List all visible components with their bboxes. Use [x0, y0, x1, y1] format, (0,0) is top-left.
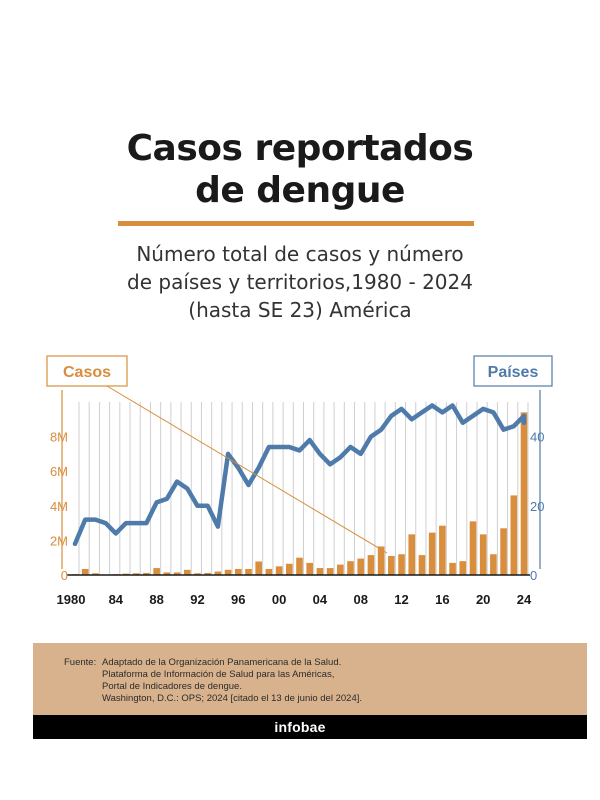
subtitle-line-3: (hasta SE 23) América	[188, 298, 412, 322]
x-tick-label: 20	[476, 592, 490, 607]
chart-title: Casos reportados de dengue	[0, 128, 600, 212]
bar-casos	[520, 412, 528, 575]
subtitle-line-2: de países y territorios,1980 - 2024	[127, 270, 473, 294]
bar-casos	[153, 568, 160, 575]
bar-casos	[92, 573, 99, 575]
title-line-1: Casos reportados	[126, 128, 474, 169]
y-left-tick-label: 0	[61, 568, 68, 583]
bar-casos	[275, 566, 283, 575]
x-tick-label: 12	[394, 592, 408, 607]
bar-casos	[428, 532, 436, 575]
bar-casos	[183, 569, 191, 575]
x-tick-label: 00	[272, 592, 286, 607]
bar-casos	[490, 554, 497, 575]
bar-casos	[377, 546, 385, 575]
bar-casos	[449, 562, 456, 575]
bar-casos	[204, 572, 211, 575]
x-tick-label: 84	[109, 592, 124, 607]
bar-casos	[296, 557, 303, 575]
bar-casos	[439, 525, 446, 575]
x-tick-label: 08	[353, 592, 367, 607]
bar-casos	[326, 568, 334, 575]
source-line-4: Washington, D.C.: OPS; 2024 [citado el 1…	[102, 693, 363, 704]
dengue-chart: 0 2M 4M 6M 8M 0 20 40 1980 84 88 92 96 00 04 08 12 16 20 24…	[46, 355, 553, 607]
source-line-1: Adaptado de la Organización Panamericana…	[102, 657, 342, 668]
bar-casos	[500, 528, 507, 575]
bar-casos	[408, 534, 416, 575]
x-tick-label: 1980	[57, 592, 86, 607]
bar-casos	[214, 571, 222, 575]
brand-logo: infobae	[274, 719, 326, 735]
legend-label-paises: Países	[488, 364, 539, 381]
x-tick-label: 24	[517, 592, 532, 607]
bar-casos	[255, 561, 262, 575]
source-panel	[33, 643, 587, 715]
chart-subtitle: Número total de casos y número de países…	[0, 240, 600, 324]
bar-casos	[367, 555, 375, 575]
brand-bar	[33, 715, 587, 739]
y-right-tick-label: 20	[530, 499, 544, 514]
bar-casos	[469, 521, 477, 575]
bar-casos	[459, 561, 467, 575]
bar-casos	[163, 572, 171, 575]
bar-casos	[347, 561, 354, 575]
y-left-tick-label: 2M	[50, 533, 68, 548]
bar-casos	[265, 568, 273, 575]
title-line-2: de dengue	[195, 170, 405, 211]
y-left-tick-label: 6M	[50, 464, 68, 479]
bar-casos	[398, 554, 405, 575]
x-tick-label: 92	[190, 592, 204, 607]
legend-box-casos	[46, 355, 128, 387]
bar-casos	[173, 572, 181, 575]
legend-label-casos: Casos	[63, 364, 111, 381]
y-right-tick-label: 0	[530, 568, 537, 583]
y-left-tick-label: 8M	[50, 430, 68, 445]
bar-casos	[285, 563, 293, 575]
x-tick-label: 04	[313, 592, 328, 607]
bar-casos	[306, 562, 314, 575]
bar-casos	[510, 495, 518, 575]
bar-casos	[245, 568, 252, 575]
bar-casos	[316, 568, 324, 575]
line-paises	[72, 403, 527, 547]
x-tick-label: 96	[231, 592, 245, 607]
x-tick-label: 88	[149, 592, 163, 607]
bar-casos	[194, 573, 201, 575]
source-line-2: Plataforma de Información de Salud para …	[102, 669, 335, 680]
bar-casos	[479, 534, 487, 575]
legend-leader-casos	[106, 385, 388, 554]
bar-casos	[132, 573, 140, 575]
y-left-tick-label: 4M	[50, 499, 68, 514]
subtitle-line-1: Número total de casos y número	[136, 242, 464, 266]
legend-box-paises	[473, 355, 553, 387]
source-label: Fuente:	[64, 657, 97, 668]
bar-casos	[357, 558, 365, 575]
bar-casos	[81, 568, 89, 575]
source-text: Adaptado de la Organización Panamericana…	[102, 657, 362, 705]
bar-casos	[418, 555, 426, 575]
bar-casos	[224, 569, 232, 575]
bar-casos	[234, 568, 242, 575]
x-tick-label: 16	[435, 592, 449, 607]
title-underline	[118, 221, 474, 226]
bar-casos	[143, 572, 150, 575]
bar-casos	[337, 564, 344, 575]
y-right-tick-label: 40	[530, 430, 544, 445]
bar-casos	[388, 555, 395, 575]
source-line-3: Portal de Indicadores de dengue.	[102, 681, 242, 692]
